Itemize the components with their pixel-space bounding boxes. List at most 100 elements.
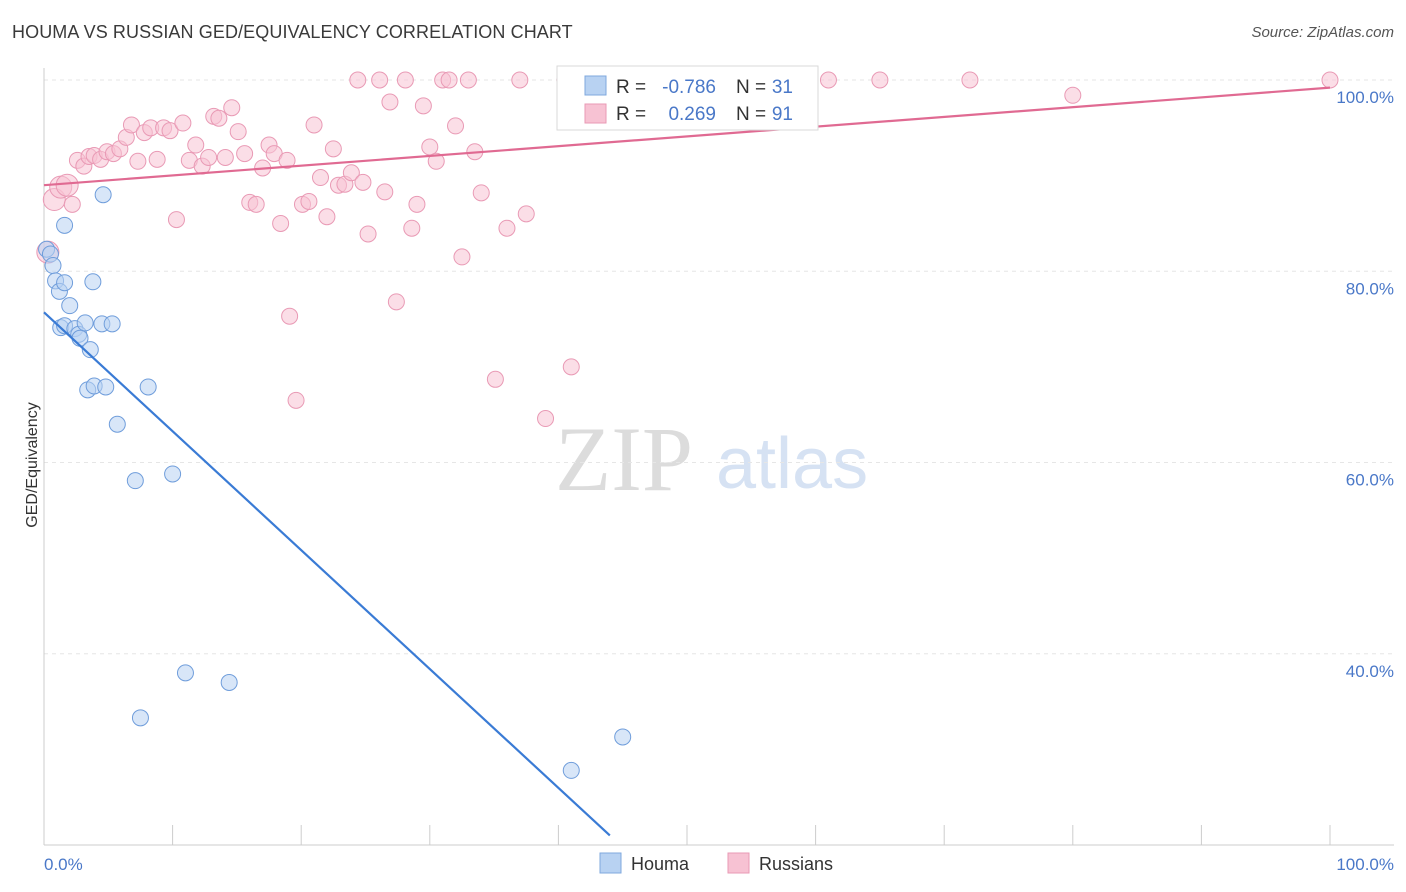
russians-point-26 (200, 148, 218, 166)
houma-point-19 (97, 378, 115, 396)
bottom-legend-swatch-houma (599, 852, 622, 874)
legend-n-label-houma: N = (736, 77, 766, 98)
russians-point-34 (247, 195, 265, 213)
y-tick-label-3: 40.0% (1346, 662, 1394, 681)
russians-point-87 (871, 71, 889, 89)
legend-r-label-russians: R = (616, 104, 646, 125)
y-tick-label-2: 60.0% (1346, 471, 1394, 490)
russians-point-22 (174, 114, 192, 132)
watermark-atlas: atlas (716, 424, 868, 504)
russians-point-89 (1064, 86, 1082, 104)
russians-point-88 (961, 71, 979, 89)
y-tick-labels: 100.0% 80.0% 60.0% 40.0% (1336, 88, 1394, 681)
russians-point-45 (311, 169, 329, 187)
russians-point-73 (511, 71, 529, 89)
russians-point-61 (414, 97, 432, 115)
watermark-zip: ZIP (555, 408, 693, 510)
source-credit: Source: ZipAtlas.com (1251, 24, 1394, 41)
x-tick-label-0: 0.0% (44, 855, 83, 874)
houma-point-13 (81, 341, 99, 359)
houma-point-25 (164, 465, 182, 483)
houma-point-27 (220, 673, 238, 691)
russians-point-56 (381, 93, 399, 111)
russians-point-68 (459, 71, 477, 89)
houma-point-21 (56, 216, 74, 234)
houma-point-2 (44, 257, 62, 275)
russians-trend-line (43, 86, 1331, 187)
houma-point-16 (84, 273, 102, 291)
russians-point-54 (371, 71, 389, 89)
russians-point-74 (517, 205, 535, 223)
russians-point-3 (55, 173, 79, 197)
bottom-legend-label-houma: Houma (631, 854, 690, 874)
russians-point-62 (421, 138, 439, 156)
grid-lines (44, 79, 1394, 655)
russians-point-63 (427, 152, 445, 170)
russians-point-50 (342, 164, 360, 182)
legend-r-value-houma: -0.786 (662, 77, 716, 98)
russians-point-28 (210, 109, 228, 127)
russians-point-72 (498, 219, 516, 237)
russians-point-32 (236, 145, 254, 163)
russians-point-77 (562, 358, 580, 376)
russians-point-20 (161, 122, 179, 140)
legend-swatch-russians (584, 103, 607, 124)
russians-point-41 (287, 391, 305, 409)
russians-point-52 (354, 173, 372, 191)
houma-point-30 (614, 728, 632, 746)
russians-point-70 (472, 184, 490, 202)
russians-point-29 (216, 148, 234, 166)
houma-point-5 (56, 274, 74, 292)
russians-point-18 (148, 150, 166, 168)
russians-point-65 (440, 71, 458, 89)
russians-point-71 (486, 370, 504, 388)
houma-point-22 (108, 415, 126, 433)
russians-point-30 (223, 99, 241, 117)
x-tick-labels: 0.0% 100.0% (44, 855, 1394, 874)
y-tick-label-1: 80.0% (1346, 279, 1394, 298)
russians-point-38 (272, 214, 290, 232)
houma-point-12 (76, 314, 94, 332)
houma-points (38, 186, 632, 779)
correlation-legend: R = -0.786 N = 31 R = 0.269 N = 91 (556, 65, 819, 131)
legend-n-label-russians: N = (736, 104, 766, 125)
houma-point-26 (176, 664, 194, 682)
chart-title: HOUMA VS RUSSIAN GED/EQUIVALENCY CORRELA… (12, 22, 573, 42)
russians-point-57 (387, 293, 405, 311)
bottom-legend-swatch-russians (727, 852, 750, 874)
russians-point-4 (63, 195, 81, 213)
russians-point-14 (122, 116, 140, 134)
legend-n-value-russians: 91 (772, 104, 793, 125)
russians-point-75 (537, 410, 555, 428)
russians-point-67 (453, 248, 471, 266)
legend-r-label-houma: R = (616, 77, 646, 98)
russians-point-39 (278, 151, 296, 169)
y-tick-label-0: 100.0% (1336, 88, 1394, 107)
russians-point-60 (408, 195, 426, 213)
legend-r-value-russians: 0.269 (668, 104, 716, 125)
russians-point-51 (349, 71, 367, 89)
houma-point-8 (61, 297, 79, 315)
russians-point-15 (129, 152, 147, 170)
houma-trend-line (43, 311, 611, 837)
y-axis-title: GED/Equivalency (24, 402, 41, 527)
houma-point-20 (103, 315, 121, 333)
russians-point-21 (167, 211, 185, 229)
russians-point-66 (447, 117, 465, 135)
houma-point-29 (562, 761, 580, 779)
russians-point-59 (403, 219, 421, 237)
russians-point-86 (819, 71, 837, 89)
russians-point-47 (324, 140, 342, 158)
russians-point-40 (281, 307, 299, 325)
russians-point-31 (229, 123, 247, 141)
bottom-legend-label-russians: Russians (759, 854, 833, 874)
russians-point-44 (305, 116, 323, 134)
russians-point-58 (396, 71, 414, 89)
russians-point-53 (359, 225, 377, 243)
russians-point-55 (376, 183, 394, 201)
legend-n-value-houma: 31 (772, 77, 793, 98)
houma-point-18 (94, 186, 112, 204)
houma-point-28 (131, 709, 149, 727)
series-legend: Houma Russians (599, 852, 833, 874)
